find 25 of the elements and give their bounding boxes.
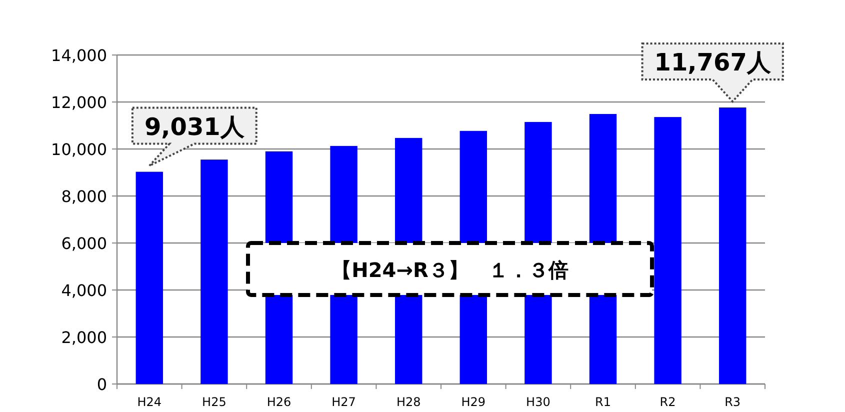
bar [718, 107, 746, 384]
y-tick-label: 4,000 [61, 281, 107, 300]
y-tick-label: 14,000 [51, 46, 107, 65]
x-tick-label: R1 [595, 395, 611, 409]
annotation: 11,767人 [654, 48, 772, 76]
annotation: 9,031人 [144, 112, 246, 141]
y-tick-label: 0 [96, 375, 107, 394]
y-tick-label: 10,000 [51, 140, 107, 159]
x-tick-label: H28 [396, 395, 421, 409]
y-tick-label: 6,000 [61, 234, 107, 253]
y-tick-label: 2,000 [61, 328, 107, 347]
x-tick-label: R3 [724, 395, 741, 409]
x-tick-label: H29 [461, 395, 486, 409]
annotation: 【H24→R３】 １．３倍 [332, 258, 568, 282]
y-tick-label: 12,000 [51, 93, 107, 112]
x-tick-label: H30 [526, 395, 550, 409]
bar [654, 117, 682, 384]
x-tick-label: H27 [332, 395, 356, 409]
bar [200, 160, 228, 384]
x-tick-label: H26 [266, 395, 292, 409]
x-tick-label: R2 [660, 395, 676, 409]
y-tick-label: 8,000 [61, 187, 107, 206]
x-tick-label: H25 [202, 395, 226, 409]
bar [136, 172, 164, 384]
x-tick-label: H24 [137, 395, 162, 409]
